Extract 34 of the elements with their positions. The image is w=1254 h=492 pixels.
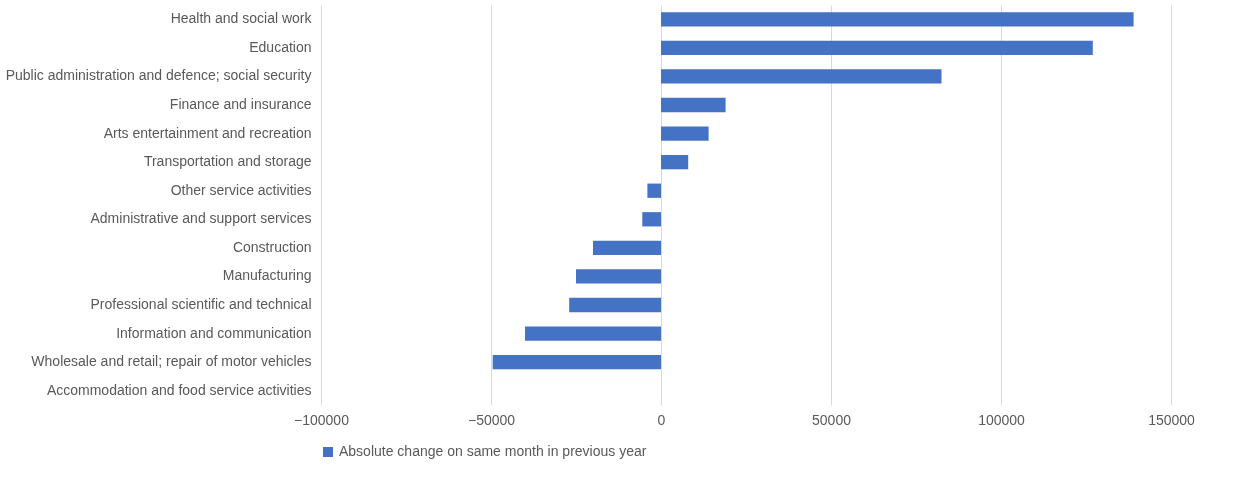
y-tick-label: Wholesale and retail; repair of motor vehicles [31,353,312,370]
bar [661,97,726,113]
y-tick-label: Accommodation and food service activities [46,381,312,398]
bar [661,126,709,141]
y-tick-label: Construction [232,238,312,255]
y-tick-label: Manufacturing [222,267,312,284]
bar [576,269,661,284]
y-tick-label: Finance and insurance [169,96,312,112]
x-tick-label: 100000 [978,411,1026,428]
x-tick-label: 150000 [1148,411,1196,428]
bar [661,155,689,170]
bar [492,355,661,370]
x-tick-label: −50000 [467,411,516,428]
bar [525,326,661,341]
x-tick-label: −100000 [294,411,350,428]
y-tick-label: Information and communication [116,324,312,341]
y-tick-label: Health and social work [170,10,313,27]
y-tick-label: Transportation and storage [143,153,312,170]
y-tick-label: Administrative and support services [90,210,312,227]
bar [647,183,661,198]
x-tick-label: 0 [657,411,666,428]
bar [661,12,1134,27]
bar [661,40,1093,55]
y-tick-label: Professional scientific and technical [90,296,312,312]
bar [593,240,661,255]
y-tick-label: Arts entertainment and recreation [103,124,312,141]
y-tick-label: Education [249,38,312,55]
bar [642,212,661,227]
bar [661,69,942,84]
y-tick-label: Other service activities [170,181,312,198]
y-tick-label: Public administration and defence; social security [5,67,312,84]
legend-label: Absolute change on same month in previous year [339,443,647,459]
x-tick-label: 50000 [812,411,852,428]
bar [569,297,661,313]
